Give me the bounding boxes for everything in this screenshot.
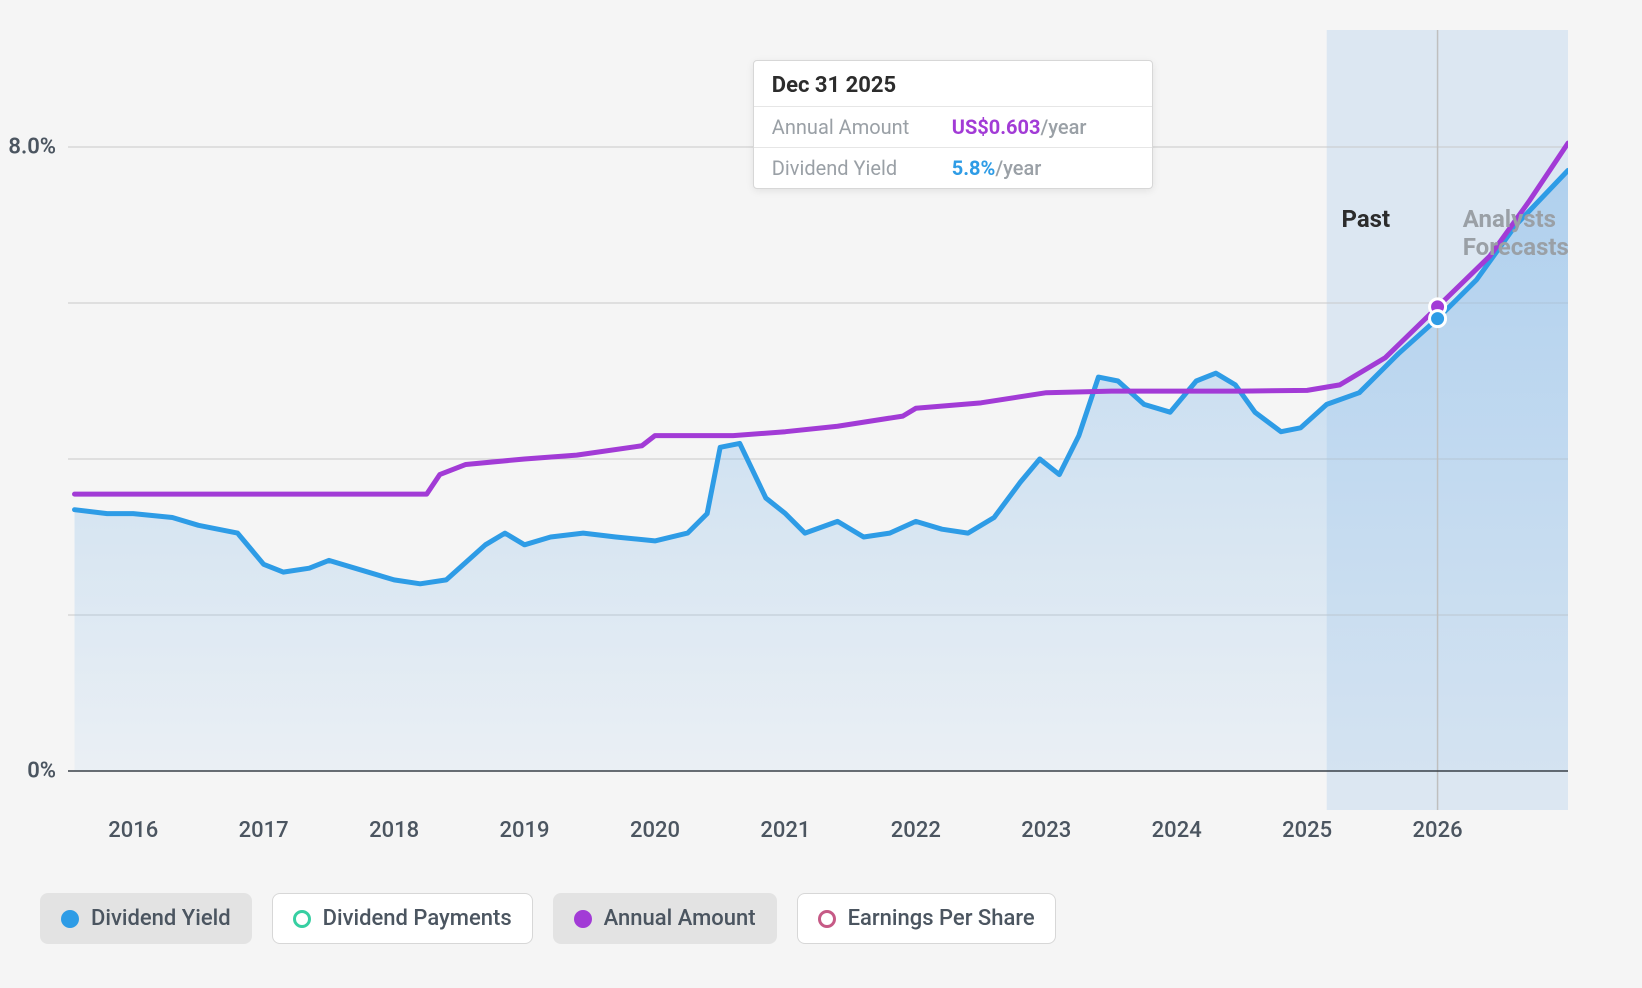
legend-item-eps[interactable]: Earnings Per Share [797, 893, 1056, 944]
legend-item-annual_amount[interactable]: Annual Amount [553, 893, 777, 944]
x-tick-label: 2026 [1413, 818, 1463, 843]
tooltip-value: 5.8% [952, 156, 996, 180]
chart-container: 0% 8.0% Past Analysts Forecasts Dec 31 2… [0, 0, 1642, 988]
legend-dot-icon [574, 910, 592, 928]
tooltip-value: US$0.603 [952, 115, 1041, 139]
tooltip-suffix: /year [995, 156, 1041, 180]
x-tick-label: 2020 [630, 818, 680, 843]
tooltip-title: Dec 31 2025 [754, 61, 1152, 106]
x-tick-label: 2019 [500, 818, 550, 843]
x-tick-label: 2024 [1152, 818, 1202, 843]
x-tick-label: 2023 [1021, 818, 1071, 843]
legend-dot-icon [61, 910, 79, 928]
legend-item-dividend_payments[interactable]: Dividend Payments [272, 893, 533, 944]
hover-tooltip: Dec 31 2025 Annual Amount US$0.603/year … [753, 60, 1153, 189]
x-tick-label: 2016 [108, 818, 158, 843]
x-tick-label: 2022 [891, 818, 941, 843]
tooltip-suffix: /year [1040, 115, 1086, 139]
legend-label: Earnings Per Share [848, 906, 1035, 931]
legend-label: Dividend Payments [323, 906, 512, 931]
past-label: Past [1341, 205, 1390, 233]
legend-label: Annual Amount [604, 906, 756, 931]
x-tick-label: 2025 [1282, 818, 1332, 843]
legend: Dividend Yield Dividend Payments Annual Am… [40, 893, 1056, 944]
x-tick-label: 2018 [369, 818, 419, 843]
tooltip-key: Annual Amount [772, 115, 952, 139]
x-tick-label: 2021 [760, 818, 810, 843]
legend-label: Dividend Yield [91, 906, 231, 931]
y-tick-label: 0% [27, 759, 56, 784]
plot-area[interactable]: 0% 8.0% Past Analysts Forecasts Dec 31 2… [68, 30, 1568, 810]
tooltip-row: Dividend Yield 5.8%/year [754, 147, 1152, 188]
forecasts-label: Analysts Forecasts [1463, 205, 1569, 261]
legend-ring-icon [818, 910, 836, 928]
legend-ring-icon [293, 910, 311, 928]
tooltip-row: Annual Amount US$0.603/year [754, 106, 1152, 147]
x-tick-label: 2017 [239, 818, 289, 843]
tooltip-key: Dividend Yield [772, 156, 952, 180]
legend-item-dividend_yield[interactable]: Dividend Yield [40, 893, 252, 944]
y-tick-label: 8.0% [8, 135, 56, 160]
